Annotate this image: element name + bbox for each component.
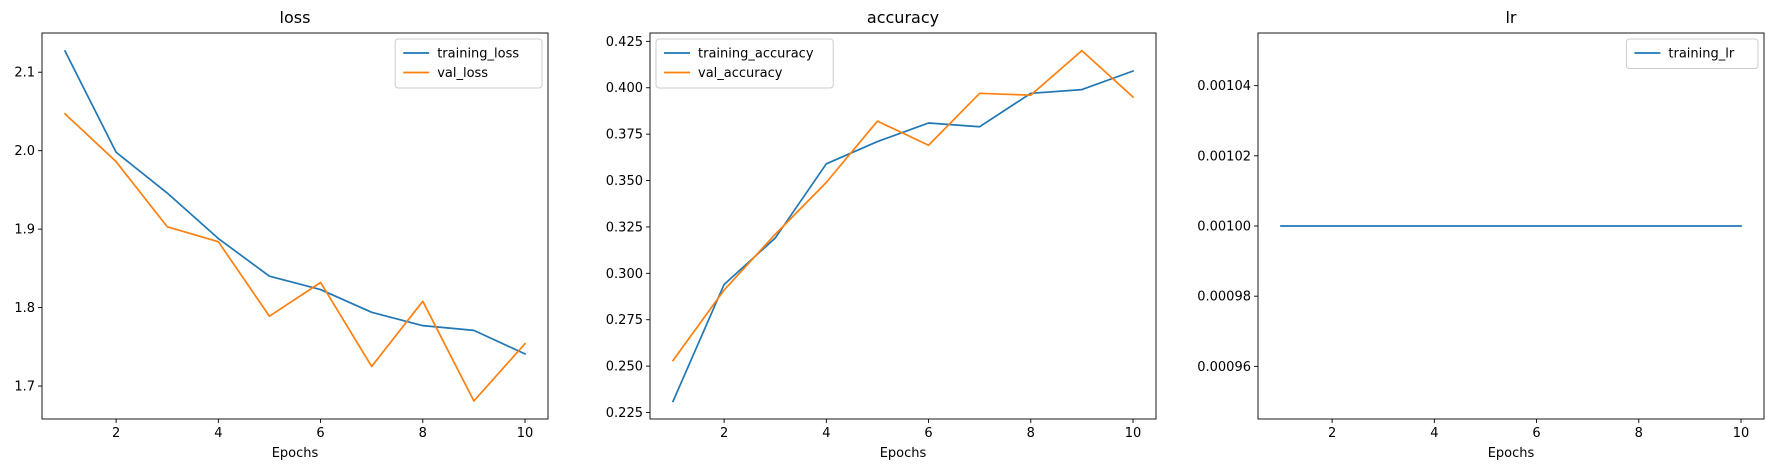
lr-ytick-label: 0.00102 bbox=[1197, 149, 1251, 164]
lr-xtick-label: 10 bbox=[1733, 426, 1750, 441]
accuracy-xtick-label: 2 bbox=[720, 426, 728, 441]
accuracy-axes-frame bbox=[649, 32, 1157, 420]
loss-title: loss bbox=[280, 8, 311, 27]
accuracy-xtick-label: 4 bbox=[822, 426, 830, 441]
loss-xlabel: Epochs bbox=[272, 446, 319, 461]
loss-chart: loss 2 4 6 8 10 1.7 1.8 1.9 2.0 2.1 Epochs training_… bbox=[14, 8, 549, 461]
loss-axes-frame bbox=[41, 32, 549, 420]
accuracy-ytick-label: 0.400 bbox=[606, 81, 643, 96]
loss-ytick-label: 1.9 bbox=[14, 223, 35, 238]
lr-ytick-label: 0.00104 bbox=[1197, 79, 1251, 94]
accuracy-xtick-label: 10 bbox=[1125, 426, 1142, 441]
loss-legend-label-training_loss: training_loss bbox=[437, 47, 519, 62]
accuracy-legend-label-training_accuracy: training_accuracy bbox=[698, 47, 814, 62]
loss-series-training_loss bbox=[63, 49, 527, 356]
accuracy-xtick-label: 8 bbox=[1027, 426, 1035, 441]
loss-ytick-label: 1.7 bbox=[14, 380, 35, 395]
accuracy-ytick-label: 0.275 bbox=[606, 313, 643, 328]
lr-xtick-label: 4 bbox=[1430, 426, 1438, 441]
accuracy-ytick-label: 0.375 bbox=[606, 128, 643, 143]
accuracy-ytick-label: 0.350 bbox=[606, 174, 643, 189]
lr-legend-box bbox=[1625, 38, 1759, 69]
accuracy-series-training_accuracy bbox=[671, 69, 1135, 403]
loss-legend-label-val_loss: val_loss bbox=[437, 66, 488, 81]
lr-xtick-label: 2 bbox=[1328, 426, 1336, 441]
accuracy-xtick-label: 6 bbox=[924, 426, 932, 441]
accuracy-ytick-label: 0.225 bbox=[606, 406, 643, 421]
accuracy-ytick-label: 0.300 bbox=[606, 267, 643, 282]
accuracy-ytick-label: 0.425 bbox=[606, 35, 643, 50]
lr-xlabel: Epochs bbox=[1488, 446, 1535, 461]
accuracy-legend-label-val_accuracy: val_accuracy bbox=[698, 66, 783, 81]
accuracy-ytick-label: 0.325 bbox=[606, 220, 643, 235]
lr-xtick-label: 6 bbox=[1532, 426, 1540, 441]
lr-ytick-label: 0.00098 bbox=[1197, 290, 1251, 305]
accuracy-title: accuracy bbox=[867, 8, 939, 27]
accuracy-legend-box bbox=[655, 38, 834, 89]
lr-title: lr bbox=[1505, 8, 1516, 27]
loss-ytick-label: 1.8 bbox=[14, 301, 35, 316]
accuracy-xlabel: Epochs bbox=[880, 446, 927, 461]
loss-xtick-label: 8 bbox=[419, 426, 427, 441]
loss-xtick-label: 6 bbox=[316, 426, 324, 441]
loss-xtick-label: 4 bbox=[214, 426, 222, 441]
lr-chart: lr 2 4 6 8 10 0.00096 0.00098 0.00100 0.00102 0.00… bbox=[1197, 8, 1765, 461]
accuracy-chart: accuracy 2 4 6 8 10 0.225 0.250 0.275 0.300 0.325 0… bbox=[606, 8, 1157, 461]
loss-xtick-label: 10 bbox=[517, 426, 534, 441]
loss-series-val_loss bbox=[63, 112, 527, 402]
lr-ytick-label: 0.00100 bbox=[1197, 220, 1251, 235]
loss-ytick-label: 2.0 bbox=[14, 144, 35, 159]
lr-xtick-label: 8 bbox=[1635, 426, 1643, 441]
loss-legend: training_loss val_loss bbox=[394, 38, 543, 89]
loss-ytick-label: 2.1 bbox=[14, 66, 35, 81]
accuracy-series-val_accuracy bbox=[671, 49, 1135, 362]
loss-xtick-label: 2 bbox=[112, 426, 120, 441]
loss-legend-box bbox=[394, 38, 543, 89]
lr-ytick-label: 0.00096 bbox=[1197, 360, 1251, 375]
accuracy-legend: training_accuracy val_accuracy bbox=[655, 38, 834, 89]
lr-legend-label-training_lr: training_lr bbox=[1668, 47, 1734, 62]
accuracy-ytick-label: 0.250 bbox=[606, 360, 643, 375]
lr-legend: training_lr bbox=[1625, 38, 1759, 69]
